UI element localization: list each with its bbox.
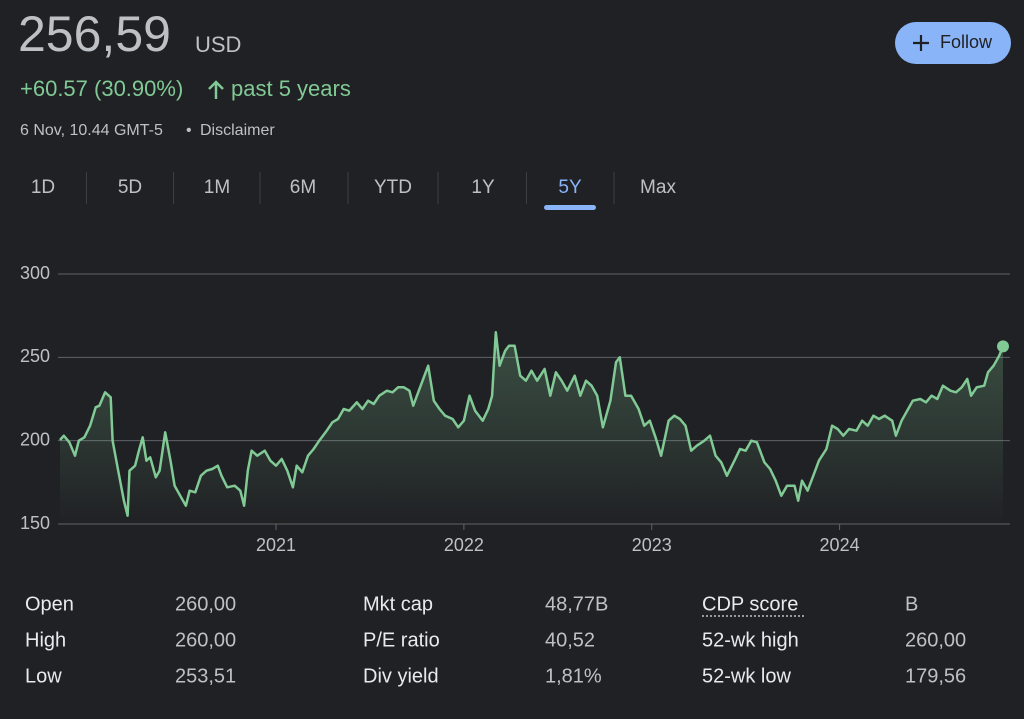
- y-tick-label: 250: [20, 346, 50, 366]
- tab[interactable]: Max: [640, 177, 676, 198]
- follow-button[interactable]: Follow: [895, 22, 1011, 64]
- stat-value: 1,81%: [545, 665, 602, 687]
- stat-value: 260,00: [175, 593, 236, 615]
- stat-label: P/E ratio: [363, 629, 440, 651]
- stat-label: 52-wk high: [702, 629, 799, 651]
- tab[interactable]: 1D: [31, 177, 55, 198]
- x-tick-label: 2024: [820, 535, 860, 555]
- stats-table: Open 260,00 High 260,00 Low 253,51 Mkt cap 48,7…: [25, 593, 966, 687]
- y-tick-label: 200: [20, 429, 50, 449]
- stat-label: Open: [25, 593, 74, 615]
- y-tick-label: 150: [20, 513, 50, 533]
- stat-value: 48,77B: [545, 593, 608, 615]
- separator: •: [186, 122, 192, 139]
- currency: USD: [195, 32, 241, 57]
- chart: 150 200 250 300 2021 2022 2023 2024: [20, 263, 1010, 555]
- tab-indicator: [544, 205, 596, 210]
- follow-button-bg[interactable]: [895, 22, 1011, 64]
- y-tick-label: 300: [20, 263, 50, 283]
- timestamp: 6 Nov, 10.44 GMT-5: [20, 122, 163, 139]
- follow-label[interactable]: Follow: [940, 32, 993, 52]
- x-tick-label: 2022: [444, 535, 484, 555]
- stat-value: 40,52: [545, 629, 595, 651]
- stat-label: 52-wk low: [702, 665, 791, 687]
- stat-label: Low: [25, 665, 62, 687]
- plus-icon[interactable]: [913, 35, 929, 51]
- stat-label: Div yield: [363, 665, 439, 687]
- tab[interactable]: 5Y: [558, 177, 582, 198]
- up-arrow: [208, 80, 224, 99]
- stat-value: 253,51: [175, 665, 236, 687]
- tab[interactable]: 1M: [204, 177, 230, 198]
- tab[interactable]: 5D: [118, 177, 142, 198]
- last-point: [997, 340, 1009, 353]
- price: 256,59: [18, 6, 171, 62]
- x-tick-label: 2023: [632, 535, 672, 555]
- stat-label: High: [25, 629, 66, 651]
- change: +60.57 (30.90%): [20, 76, 183, 101]
- disclaimer[interactable]: Disclaimer: [200, 122, 275, 139]
- stat-label: CDP score: [702, 593, 798, 615]
- tab[interactable]: 1Y: [471, 177, 495, 198]
- stat-value: 260,00: [905, 629, 966, 651]
- stat-label: Mkt cap: [363, 593, 433, 615]
- x-tick-label: 2021: [256, 535, 296, 555]
- price-line: [59, 331, 1005, 517]
- stat-value: 179,56: [905, 665, 966, 687]
- stat-value: B: [905, 593, 918, 615]
- range-tabs: 1D 5D 1M 6M YTD 1Y 5Y Max: [31, 172, 676, 210]
- stat-value: 260,00: [175, 629, 236, 651]
- tab[interactable]: YTD: [374, 177, 412, 198]
- tab[interactable]: 6M: [290, 177, 316, 198]
- period: past 5 years: [231, 76, 351, 101]
